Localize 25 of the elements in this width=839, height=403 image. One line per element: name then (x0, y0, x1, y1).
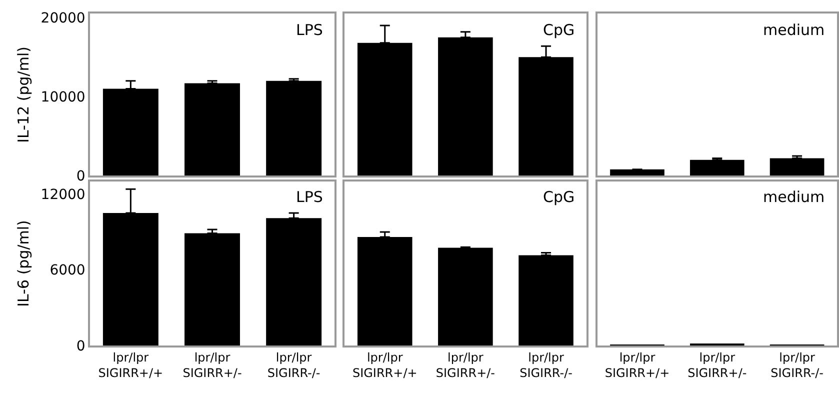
bar (184, 83, 240, 176)
x-tick-label: lpr/lpr SIGIRR+/+ (98, 350, 164, 380)
y-tick-label: 12000 (40, 187, 86, 204)
y-axis-title: IL-12 (pg/ml) (14, 46, 33, 143)
y-tick-label: 20000 (40, 10, 86, 27)
x-tick-label: lpr/lpr SIGIRR+/- (688, 350, 747, 380)
text: CpG (543, 21, 575, 39)
text: medium (763, 21, 825, 39)
y-tick-label: 6000 (50, 262, 86, 279)
chart-title: medium (763, 188, 825, 206)
chart-title: LPS (296, 188, 323, 206)
x-tick-label: lpr/lpr SIGIRR-/- (267, 350, 320, 380)
x-tick-label: lpr/lpr SIGIRR+/+ (604, 350, 670, 380)
bar (266, 80, 322, 176)
y-tick-label: 10000 (40, 90, 86, 106)
x-tick-label: lpr/lpr SIGIRR+/+ (352, 350, 418, 380)
x-tick-label: lpr/lpr SIGIRR+/- (436, 350, 496, 380)
y-tick-label: 0 (76, 168, 86, 185)
x-tick-label: lpr/lpr SIGIRR+/- (182, 350, 242, 380)
text: LPS (296, 21, 323, 39)
y-tick-label: 0 (76, 338, 86, 354)
x-tick-label: lpr/lpr SIGIRR-/- (770, 350, 824, 380)
chart-title: CpG (543, 188, 575, 206)
x-tick-label: lpr/lpr SIGIRR-/- (520, 350, 572, 380)
y-axis-title: IL-6 (pg/ml) (14, 220, 33, 307)
